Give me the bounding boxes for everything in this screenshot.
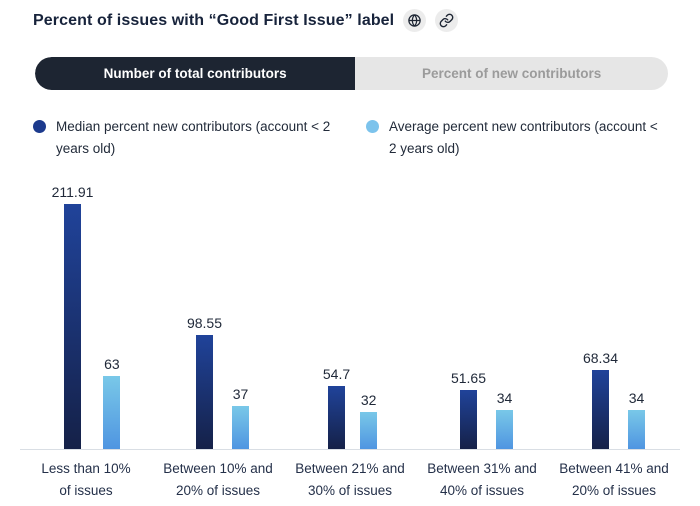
tab-percent-of-new-contributors[interactable]: Percent of new contributors bbox=[355, 57, 668, 90]
x-axis-labels: Less than 10% of issues Between 10% and 2… bbox=[20, 458, 680, 501]
bar-value-label: 32 bbox=[360, 392, 377, 409]
bar-group: 211.91 63 bbox=[20, 184, 152, 450]
bar-median[interactable] bbox=[328, 386, 345, 450]
bar-group: 68.34 34 bbox=[548, 350, 680, 450]
bar-median[interactable] bbox=[195, 335, 213, 450]
bar-value-label: 37 bbox=[232, 386, 249, 403]
bar-with-value: 37 bbox=[232, 386, 250, 450]
category-label: Between 10% and 20% of issues bbox=[163, 461, 273, 498]
bar-average[interactable] bbox=[103, 376, 121, 450]
chart-legend: Median percent new contributors (account… bbox=[33, 116, 700, 159]
category-label: Between 41% and 20% of issues bbox=[559, 461, 669, 498]
globe-icon bbox=[407, 13, 422, 28]
bar-average[interactable] bbox=[496, 409, 514, 450]
legend-item-median[interactable]: Median percent new contributors (account… bbox=[33, 116, 336, 159]
legend-dot-median bbox=[33, 120, 46, 133]
bar-value-label: 34 bbox=[496, 389, 513, 406]
bar-value-label: 54.7 bbox=[322, 366, 351, 382]
category-label: Between 31% and 40% of issues bbox=[427, 461, 537, 498]
bar-value-label: 51.65 bbox=[450, 369, 487, 386]
bar-with-value: 54.7 bbox=[322, 366, 351, 450]
bar-group: 98.55 37 bbox=[152, 315, 284, 450]
tab-bar: Number of total contributors Percent of … bbox=[35, 57, 668, 90]
bar-group: 51.65 34 bbox=[416, 370, 548, 450]
legend-label: Average percent new contributors (accoun… bbox=[389, 119, 658, 156]
bar-value-label: 63 bbox=[104, 356, 120, 373]
bar-median[interactable] bbox=[459, 389, 477, 450]
bar-with-value: 34 bbox=[496, 389, 514, 450]
chart-header: Percent of issues with “Good First Issue… bbox=[0, 0, 700, 32]
bar-with-value: 32 bbox=[360, 392, 378, 450]
bar-median[interactable] bbox=[591, 370, 609, 450]
bar-value-label: 211.91 bbox=[51, 184, 94, 201]
legend-dot-average bbox=[366, 120, 379, 133]
bar-with-value: 211.91 bbox=[51, 184, 94, 450]
legend-item-average[interactable]: Average percent new contributors (accoun… bbox=[366, 116, 669, 159]
bar-with-value: 51.65 bbox=[451, 370, 486, 450]
bar-value-label: 68.34 bbox=[582, 350, 619, 367]
bar-value-label: 98.55 bbox=[186, 315, 223, 332]
bar-average[interactable] bbox=[360, 412, 378, 450]
bar-with-value: 98.55 bbox=[186, 315, 223, 450]
page-title: Percent of issues with “Good First Issue… bbox=[33, 11, 395, 29]
globe-button[interactable] bbox=[403, 9, 427, 32]
category-label: Between 21% and 30% of issues bbox=[295, 461, 405, 498]
link-button[interactable] bbox=[435, 9, 459, 32]
bar-chart: 211.91 63 98.55 37 54.7 32 51.65 34 68.34 34 bbox=[20, 182, 680, 451]
bar-group: 54.7 32 bbox=[284, 366, 416, 450]
bar-with-value: 63 bbox=[103, 356, 121, 450]
bar-average[interactable] bbox=[232, 406, 250, 450]
bar-with-value: 68.34 bbox=[582, 350, 619, 450]
bar-average[interactable] bbox=[628, 409, 646, 450]
category-label: Less than 10% of issues bbox=[41, 461, 131, 498]
bar-median[interactable] bbox=[64, 204, 81, 450]
link-icon bbox=[439, 13, 454, 28]
bar-value-label: 34 bbox=[628, 389, 645, 406]
tab-number-of-total-contributors[interactable]: Number of total contributors bbox=[35, 57, 356, 90]
legend-label: Median percent new contributors (account… bbox=[56, 119, 331, 156]
bar-with-value: 34 bbox=[628, 389, 646, 450]
